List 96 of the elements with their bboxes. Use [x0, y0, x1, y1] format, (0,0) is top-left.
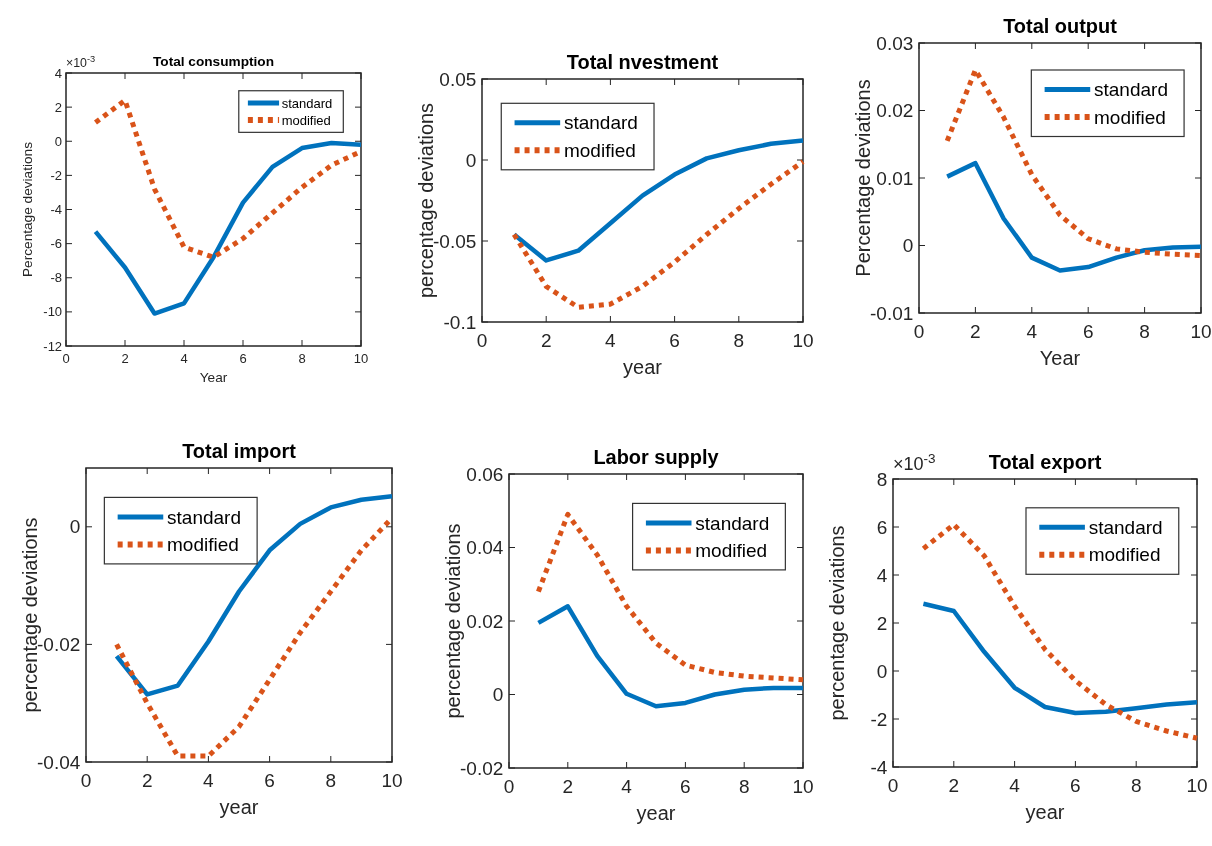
x-axis-title: year	[623, 356, 663, 379]
y-axis-title: Percentage deviations	[20, 141, 36, 277]
x-tick-label: 8	[738, 775, 750, 797]
line-series	[944, 160, 1204, 273]
y-tick-label: 0.02	[876, 100, 914, 122]
line-series	[93, 140, 364, 316]
legend-label: modified	[281, 112, 331, 128]
x-axis-title: year	[219, 796, 259, 819]
x-tick-label: 4	[1026, 320, 1038, 342]
x-tick-label: 2	[540, 329, 552, 351]
y-tick-label: 0	[465, 149, 477, 171]
x-tick-label: 6	[264, 769, 275, 791]
y-tick-label: 0.05	[439, 68, 477, 90]
y-tick-label: 0	[876, 660, 888, 682]
x-tick-label: 4	[621, 775, 633, 797]
x-tick-label: 4	[1009, 774, 1021, 796]
chart-title: Total consumption	[153, 53, 274, 69]
x-tick-label: 10	[792, 329, 814, 351]
y-axis-title: percentage deviations	[441, 523, 464, 719]
y-tick-label: 6	[876, 516, 888, 538]
y-axis-title: percentage deviations	[825, 525, 848, 721]
y-tick-label: -0.1	[443, 311, 477, 333]
y-tick-label: 0.06	[466, 463, 504, 485]
text: ×10$^{-3}$	[66, 54, 96, 71]
y-tick-label: 0.03	[876, 32, 914, 54]
y-tick-label: -10	[43, 304, 63, 320]
y-tick-label: -0.01	[869, 302, 914, 324]
x-tick-label: 8	[325, 769, 337, 791]
x-tick-label: 4	[605, 329, 617, 351]
chart-title: Labor supply	[593, 445, 719, 468]
chart-title: Total import	[182, 439, 297, 462]
y-tick-label: 0	[54, 133, 63, 149]
line-series	[921, 601, 1200, 716]
y-tick-label: -0.04	[36, 751, 81, 773]
y-tick-label: 2	[54, 99, 63, 115]
y-tick-label: -6	[50, 236, 63, 252]
x-tick-label: 10	[1186, 774, 1208, 796]
legend-label: standard	[563, 112, 638, 134]
x-tick-label: 6	[669, 329, 680, 351]
y-tick-label: -4	[870, 756, 888, 778]
y-tick-label: -4	[50, 202, 63, 218]
x-tick-label: 6	[239, 350, 247, 366]
x-tick-label: 10	[381, 769, 403, 791]
legend-label: standard	[1088, 516, 1163, 538]
x-tick-label: 4	[180, 350, 188, 366]
legend-label: modified	[1094, 106, 1166, 128]
y-tick-label: 0	[69, 516, 81, 538]
x-tick-label: 10	[353, 350, 369, 366]
y-tick-label: 0.02	[466, 610, 504, 632]
x-tick-label: 8	[298, 350, 306, 366]
chart-title: Total nvestment	[566, 50, 719, 73]
line-series	[114, 493, 395, 697]
x-axis-title: year	[636, 802, 676, 825]
x-tick-label: 2	[948, 774, 960, 796]
x-tick-label: 2	[141, 769, 153, 791]
x-tick-label: 6	[1070, 774, 1081, 796]
legend-label: standard	[1094, 79, 1168, 101]
x-tick-label: 2	[121, 350, 129, 366]
x-tick-label: 6	[680, 775, 691, 797]
x-tick-label: 8	[1139, 320, 1150, 342]
legend-label: modified	[695, 540, 768, 562]
y-tick-label: 4	[54, 65, 63, 81]
legend-label: modified	[167, 534, 239, 556]
x-tick-label: 6	[1082, 320, 1094, 342]
legend-label: standard	[167, 506, 242, 528]
y-tick-label: 8	[876, 468, 888, 490]
line-series	[536, 604, 806, 709]
y-tick-label: 0	[492, 684, 504, 706]
x-tick-label: 4	[203, 769, 215, 791]
chart-title: Total export	[988, 450, 1102, 473]
y-axis-title: Percentage deviations	[851, 79, 874, 277]
legend-label: modified	[1088, 544, 1161, 566]
legend-label: standard	[281, 95, 333, 111]
y-tick-label: -0.02	[459, 757, 504, 779]
x-tick-label: 2	[562, 775, 574, 797]
y-tick-label: 0.04	[466, 537, 504, 559]
x-tick-label: 2	[970, 320, 981, 342]
x-axis-title: year	[1025, 801, 1065, 824]
y-tick-label: -2	[870, 708, 888, 730]
legend-label: modified	[563, 139, 636, 161]
x-tick-label: 10	[1190, 320, 1212, 342]
y-tick-label: 0.01	[876, 167, 914, 189]
x-axis-title: Year	[199, 369, 228, 385]
x-tick-label: 10	[792, 775, 814, 797]
x-tick-label: 8	[1130, 774, 1142, 796]
x-axis-title: Year	[1039, 347, 1081, 370]
x-tick-label: 8	[733, 329, 745, 351]
y-tick-label: -2	[50, 167, 63, 183]
y-tick-label: -8	[50, 270, 63, 286]
y-tick-label: 0	[902, 235, 914, 257]
y-tick-label: -12	[43, 338, 63, 354]
legend-label: standard	[695, 512, 770, 534]
y-tick-label: 2	[876, 612, 888, 634]
chart-title: Total output	[1003, 14, 1118, 37]
text: ×10$^{-3}$	[893, 450, 936, 475]
y-tick-label: 4	[876, 564, 888, 586]
